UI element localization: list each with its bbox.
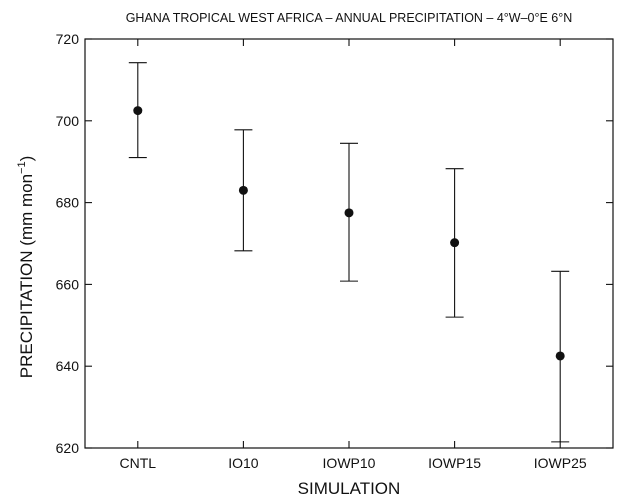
x-axis-ticks: CNTL IO10 IOWP10 IOWP15 IOWP25: [120, 39, 587, 471]
y-tick-label: 620: [56, 440, 80, 456]
x-tick-label: IOWP25: [534, 455, 587, 471]
x-tick-label: CNTL: [120, 455, 157, 471]
chart-title: GHANA TROPICAL WEST AFRICA – ANNUAL PREC…: [126, 11, 573, 25]
y-axis-title-main: PRECIPITATION (mm mon: [17, 174, 36, 378]
y-tick-label: 640: [56, 358, 80, 374]
x-tick-label: IOWP10: [323, 455, 376, 471]
y-tick-label: 720: [56, 31, 80, 47]
data-point: [239, 186, 248, 195]
error-bars: [129, 63, 569, 442]
x-tick-label: IOWP15: [428, 455, 481, 471]
x-tick-label: IO10: [228, 455, 259, 471]
y-axis-title-superscript: −1: [16, 161, 28, 174]
y-axis-title: PRECIPITATION (mm mon−1): [16, 156, 36, 379]
y-tick-label: 660: [56, 276, 80, 292]
y-axis-title-suffix: ): [17, 156, 36, 162]
data-point: [133, 106, 142, 115]
data-point: [450, 238, 459, 247]
y-tick-label: 700: [56, 113, 80, 129]
y-tick-label: 680: [56, 195, 80, 211]
x-axis-title: SIMULATION: [298, 479, 401, 498]
data-point: [345, 208, 354, 217]
data-point: [556, 351, 565, 360]
y-axis-ticks: 620 640 660 680 700 720: [56, 31, 613, 456]
